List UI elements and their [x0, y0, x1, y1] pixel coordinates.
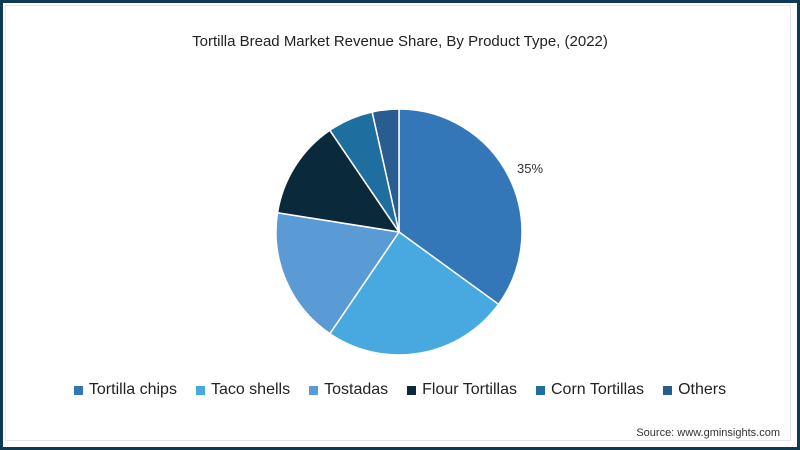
chart-inner-border	[5, 5, 791, 441]
pie-slice-tortilla-chips	[398, 108, 523, 306]
legend-label: Corn Tortillas	[550, 381, 645, 398]
legend-swatch-icon	[535, 385, 545, 395]
legend-swatch-icon	[407, 385, 417, 395]
slice-label-tortilla-chips: 35%	[517, 161, 544, 176]
pie-slice-flour-tortillas	[276, 129, 401, 234]
legend-swatch-icon	[73, 385, 83, 395]
legend-label: Flour Tortillas	[422, 381, 517, 398]
legend-item: Others	[663, 381, 726, 399]
legend-item: Flour Tortillas	[407, 381, 517, 399]
legend-label: Tostadas	[324, 381, 389, 398]
source-note: Source: www.gminsights.com	[636, 427, 780, 439]
chart-title: Tortilla Bread Market Revenue Share, By …	[192, 33, 608, 50]
legend-swatch-icon	[309, 385, 319, 395]
legend-swatch-icon	[663, 385, 673, 395]
legend-item: Tortilla chips	[73, 381, 177, 399]
legend-item: Tostadas	[309, 381, 388, 399]
legend-label: Taco shells	[210, 381, 291, 398]
pie-slice-taco-shells	[328, 230, 500, 356]
legend-item: Corn Tortillas	[535, 381, 645, 399]
legend-swatch-icon	[195, 385, 205, 395]
pie-slice-others	[371, 108, 400, 233]
legend-label: Others	[678, 381, 727, 398]
legend: Tortilla chips Taco shells Tostadas Flour T…	[0, 381, 800, 399]
legend-item: Taco shells	[195, 381, 291, 399]
pie-slice-tostadas	[275, 211, 401, 335]
legend-label: Tortilla chips	[88, 381, 177, 398]
